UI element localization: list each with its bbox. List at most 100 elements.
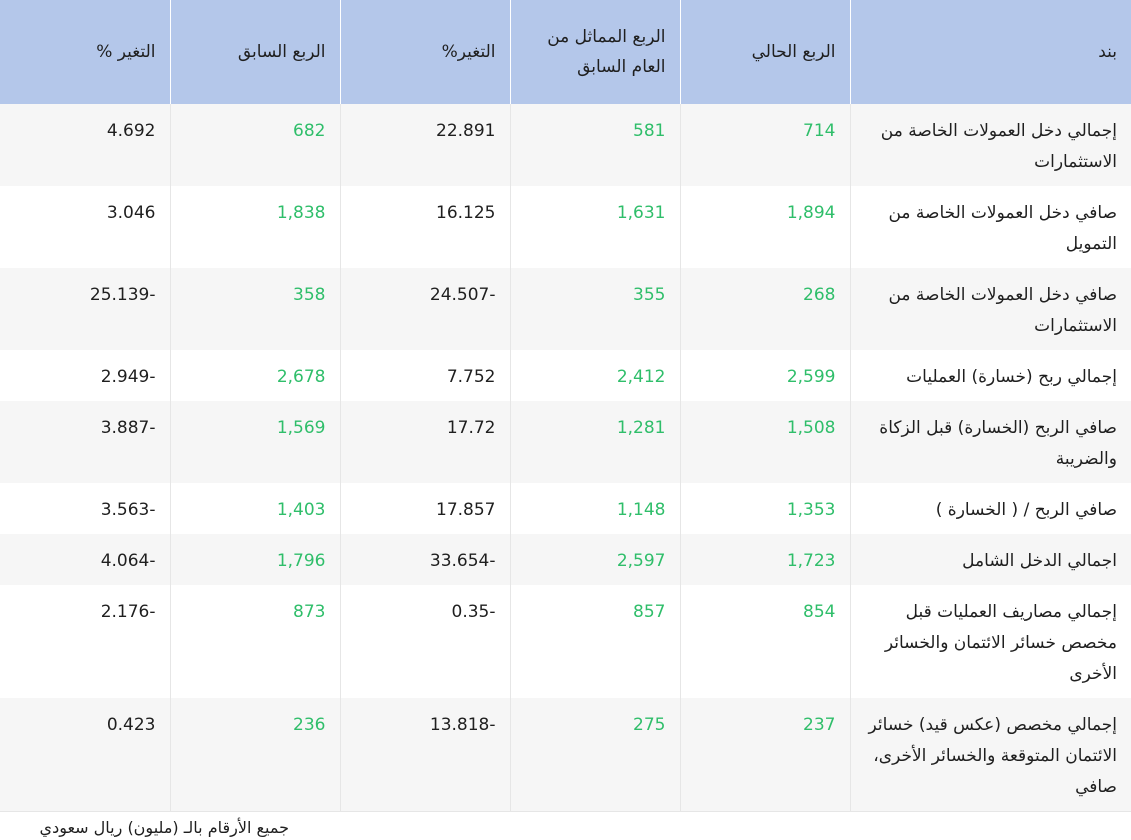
cell-change-percent-2-value: 4.064- [100, 551, 156, 571]
cell-previous-quarter-value: 1,796 [276, 551, 326, 571]
row-item-label: صافي دخل العمولات الخاصة من الاستثمارات [849, 268, 1131, 350]
cell-change-percent-2-value: 4.692 [106, 121, 156, 141]
cell-change-percent-value: 7.752 [446, 367, 496, 387]
cell-change-percent: 22.891 [339, 104, 510, 186]
cell-same-quarter-last-year: 581 [509, 104, 680, 186]
cell-change-percent-value: 22.891 [436, 121, 496, 141]
cell-change-percent-2: 2.949- [0, 350, 170, 401]
row-item-label: صافي الربح / ( الخسارة ) [849, 483, 1131, 534]
table-row: اجمالي الدخل الشامل 1,723 2,597 33.654- 1,79… [0, 534, 1131, 585]
cell-previous-quarter-value: 682 [293, 121, 326, 141]
cell-change-percent-2-value: 3.887- [100, 418, 156, 438]
cell-current-quarter-value: 714 [803, 121, 836, 141]
cell-change-percent-value: 33.654- [429, 551, 496, 571]
header-previous-quarter: الربع السابق [169, 0, 340, 104]
header-current-quarter: الربع الحالي [679, 0, 850, 104]
table-row: إجمالي دخل العمولات الخاصة من الاستثمارا… [0, 104, 1131, 186]
cell-change-percent-2: 3.887- [0, 401, 170, 483]
cell-current-quarter: 714 [679, 104, 850, 186]
cell-change-percent-2-value: 0.423 [106, 715, 156, 735]
cell-same-quarter-last-year-value: 275 [633, 715, 666, 735]
cell-same-quarter-last-year: 1,148 [509, 483, 680, 534]
financial-results-table: بند الربع الحالي الربع المماثل من العام … [0, 0, 1131, 811]
table-row: إجمالي مخصص (عكس قيد) خسائر الائتمان الم… [0, 698, 1131, 811]
cell-same-quarter-last-year-value: 355 [633, 285, 666, 305]
cell-previous-quarter: 873 [169, 585, 340, 698]
cell-same-quarter-last-year: 355 [509, 268, 680, 350]
cell-change-percent-value: 13.818- [429, 715, 496, 735]
units-note: جميع الأرقام بالـ (مليون) ريال سعودي [0, 811, 1131, 840]
cell-change-percent-value: 16.125 [436, 203, 496, 223]
cell-current-quarter: 1,894 [679, 186, 850, 268]
cell-change-percent: 17.72 [339, 401, 510, 483]
row-item-label: إجمالي ربح (خسارة) العمليات [849, 350, 1131, 401]
cell-change-percent: 7.752 [339, 350, 510, 401]
cell-same-quarter-last-year: 2,597 [509, 534, 680, 585]
cell-current-quarter-value: 854 [803, 602, 836, 622]
cell-change-percent-2-value: 3.563- [100, 500, 156, 520]
cell-previous-quarter: 358 [169, 268, 340, 350]
cell-previous-quarter-value: 358 [293, 285, 326, 305]
cell-previous-quarter: 1,796 [169, 534, 340, 585]
cell-previous-quarter-value: 2,678 [276, 367, 326, 387]
cell-current-quarter-value: 1,353 [786, 500, 836, 520]
cell-same-quarter-last-year-value: 1,148 [616, 500, 666, 520]
cell-current-quarter-value: 1,894 [786, 203, 836, 223]
cell-current-quarter: 1,353 [679, 483, 850, 534]
table-row: صافي الربح / ( الخسارة ) 1,353 1,148 17.857… [0, 483, 1131, 534]
row-item-label: إجمالي مخصص (عكس قيد) خسائر الائتمان الم… [849, 698, 1131, 811]
cell-change-percent: 13.818- [339, 698, 510, 811]
table-header-row: بند الربع الحالي الربع المماثل من العام … [0, 0, 1131, 104]
cell-change-percent-2-value: 2.949- [100, 367, 156, 387]
cell-previous-quarter: 236 [169, 698, 340, 811]
cell-current-quarter-value: 268 [803, 285, 836, 305]
cell-change-percent-2-value: 2.176- [100, 602, 156, 622]
cell-change-percent: 17.857 [339, 483, 510, 534]
cell-current-quarter-value: 2,599 [786, 367, 836, 387]
table-row: صافي دخل العمولات الخاصة من التمويل 1,894… [0, 186, 1131, 268]
cell-current-quarter: 2,599 [679, 350, 850, 401]
cell-previous-quarter: 1,403 [169, 483, 340, 534]
header-change-percent-2: التغير % [0, 0, 170, 104]
cell-change-percent-2-value: 25.139- [89, 285, 156, 305]
cell-change-percent-2: 0.423 [0, 698, 170, 811]
header-item: بند [849, 0, 1131, 104]
table-row: صافي دخل العمولات الخاصة من الاستثمارات 2… [0, 268, 1131, 350]
cell-previous-quarter-value: 1,403 [276, 500, 326, 520]
cell-previous-quarter-value: 1,569 [276, 418, 326, 438]
cell-change-percent-value: 17.72 [446, 418, 496, 438]
cell-change-percent: 0.35- [339, 585, 510, 698]
table-row: صافي الربح (الخسارة) قبل الزكاة والضريبة… [0, 401, 1131, 483]
row-item-label: صافي الربح (الخسارة) قبل الزكاة والضريبة [849, 401, 1131, 483]
cell-current-quarter-value: 1,723 [786, 551, 836, 571]
cell-change-percent-2: 3.046 [0, 186, 170, 268]
cell-change-percent-2: 3.563- [0, 483, 170, 534]
cell-same-quarter-last-year: 1,281 [509, 401, 680, 483]
cell-change-percent-2: 2.176- [0, 585, 170, 698]
cell-current-quarter: 1,723 [679, 534, 850, 585]
cell-change-percent-value: 24.507- [429, 285, 496, 305]
cell-change-percent-2: 4.692 [0, 104, 170, 186]
cell-current-quarter: 854 [679, 585, 850, 698]
cell-same-quarter-last-year-value: 857 [633, 602, 666, 622]
cell-change-percent: 24.507- [339, 268, 510, 350]
table-row: إجمالي مصاريف العمليات قبل مخصص خسائر ال… [0, 585, 1131, 698]
cell-previous-quarter: 682 [169, 104, 340, 186]
cell-change-percent: 33.654- [339, 534, 510, 585]
cell-change-percent-2: 4.064- [0, 534, 170, 585]
cell-change-percent-2-value: 3.046 [106, 203, 156, 223]
cell-same-quarter-last-year: 275 [509, 698, 680, 811]
cell-previous-quarter-value: 236 [293, 715, 326, 735]
row-item-label: إجمالي دخل العمولات الخاصة من الاستثمارا… [849, 104, 1131, 186]
cell-change-percent-value: 0.35- [451, 602, 496, 622]
cell-change-percent-2: 25.139- [0, 268, 170, 350]
table-row: إجمالي ربح (خسارة) العمليات 2,599 2,412 7.7… [0, 350, 1131, 401]
row-item-label: اجمالي الدخل الشامل [849, 534, 1131, 585]
header-change-percent: التغير% [339, 0, 510, 104]
cell-same-quarter-last-year-value: 2,597 [616, 551, 666, 571]
cell-previous-quarter: 1,569 [169, 401, 340, 483]
cell-previous-quarter: 1,838 [169, 186, 340, 268]
cell-change-percent-value: 17.857 [436, 500, 496, 520]
cell-current-quarter-value: 237 [803, 715, 836, 735]
